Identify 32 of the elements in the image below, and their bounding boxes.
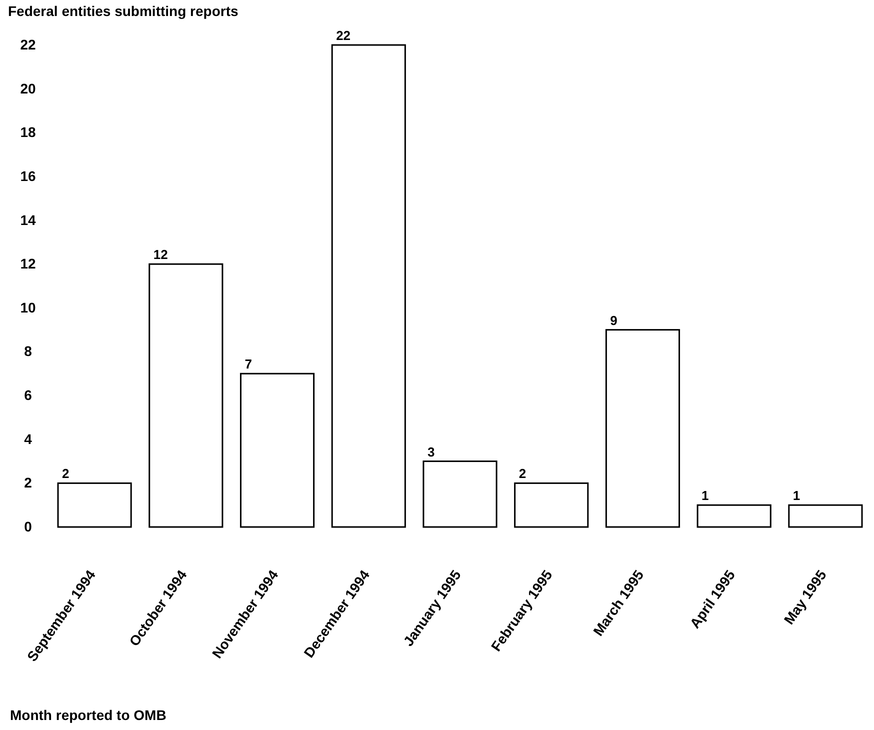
- data-label: 1: [792, 488, 800, 504]
- bar: [422, 460, 498, 528]
- y-tick-label: 14: [20, 212, 36, 228]
- y-tick-label: 12: [20, 256, 36, 272]
- y-tick-label: 10: [20, 299, 36, 316]
- y-tick-label: 20: [20, 80, 36, 96]
- y-tick-label: 0: [24, 518, 32, 534]
- data-label: 22: [336, 28, 351, 43]
- data-label: 2: [518, 466, 526, 482]
- x-axis-title: Month reported to OMB: [10, 707, 166, 723]
- y-tick-label: 6: [24, 387, 32, 404]
- bar: [696, 504, 772, 528]
- bar: [331, 44, 406, 528]
- bar: [514, 482, 589, 528]
- y-tick-label: 2: [24, 474, 32, 491]
- bar: [148, 263, 224, 528]
- data-label: 12: [153, 247, 168, 262]
- data-label: 1: [702, 488, 709, 504]
- bar: [57, 482, 132, 528]
- data-label: 9: [610, 312, 618, 328]
- bar: [605, 329, 680, 528]
- y-tick-label: 4: [24, 430, 32, 447]
- y-tick-label: 8: [24, 343, 32, 360]
- bar: [788, 504, 863, 528]
- y-tick-label: 18: [20, 124, 36, 140]
- data-label: 7: [244, 356, 252, 372]
- y-tick-label: 22: [20, 36, 36, 52]
- y-tick-label: 16: [20, 168, 36, 184]
- bar: [240, 372, 315, 528]
- data-label: 3: [427, 444, 435, 460]
- data-label: 2: [62, 466, 70, 482]
- y-axis-title: Federal entities submitting reports: [8, 3, 238, 19]
